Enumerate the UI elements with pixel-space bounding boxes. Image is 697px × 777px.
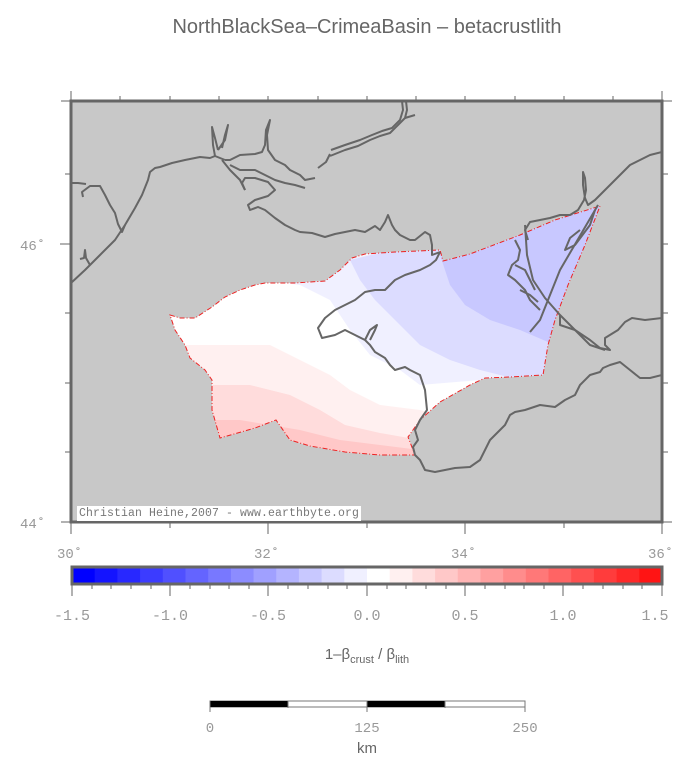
axis-ticks [60,91,672,534]
colorbar-ticks [71,584,663,596]
lat-label-46: 46˚ [20,239,45,255]
colorbar-swatch [435,567,459,584]
colorbar-swatch [525,567,550,584]
coastlines [71,101,662,473]
colorbar-swatch [503,567,527,584]
colorbar-title: 1–βcrust / βlith [0,646,697,666]
colorbar-swatch [389,567,413,584]
colorbar-label-1.0: 1.0 [549,608,576,625]
colorbar [72,567,663,584]
scale-bar: 0 125 250 [206,700,538,737]
scale-unit: km [357,740,377,757]
colorbar-label-neg1.0: -1.0 [152,608,188,625]
colorbar-swatch [616,567,640,584]
colorbar-swatch [593,567,618,584]
credit-label: Christian Heine,2007 - www.earthbyte.org [77,506,362,521]
colorbar-swatch [162,567,186,584]
colorbar-swatch [344,567,368,584]
colorbar-swatch [639,567,663,584]
colorbar-label-0.0: 0.0 [353,608,380,625]
colorbar-swatch [185,567,209,584]
colorbar-swatch [298,567,323,584]
colorbar-label-neg1.5: -1.5 [54,608,90,625]
map-title: NorthBlackSea–CrimeaBasin – betacrustlit… [172,16,562,38]
colorbar-swatch [230,567,255,584]
colorbar-swatch [412,567,436,584]
basin-outline [169,205,601,456]
colorbar-swatch [72,567,96,584]
lon-label-30: 30˚ [57,547,82,563]
colorbar-swatch [208,567,232,584]
colorbar-swatch [253,567,277,584]
colorbar-swatch [140,567,164,584]
colorbar-swatch [480,567,504,584]
colorbar-title-sub-lith: lith [395,654,410,666]
colorbar-label-neg0.5: -0.5 [250,608,286,625]
colorbar-title-main: 1–β [324,646,351,663]
colorbar-title-mid: / β [373,646,396,663]
colorbar-swatch [321,567,345,584]
lon-label-32: 32˚ [254,547,279,563]
colorbar-swatch [571,567,595,584]
colorbar-label-1.5: 1.5 [641,608,668,625]
colorbar-swatch [276,567,300,584]
colorbar-title-sub-crust: crust [350,654,374,666]
scale-label-250: 250 [512,721,537,737]
colorbar-swatch [94,567,118,584]
colorbar-swatch [548,567,572,584]
scale-label-125: 125 [354,721,379,737]
lon-label-36: 36˚ [648,547,673,563]
lat-label-44: 44˚ [20,517,45,533]
colorbar-swatch [367,567,391,584]
colorbar-label-0.5: 0.5 [451,608,478,625]
colorbar-swatch [457,567,481,584]
lon-label-34: 34˚ [451,547,476,563]
colorbar-swatch [117,567,141,584]
scale-label-0: 0 [206,721,214,737]
